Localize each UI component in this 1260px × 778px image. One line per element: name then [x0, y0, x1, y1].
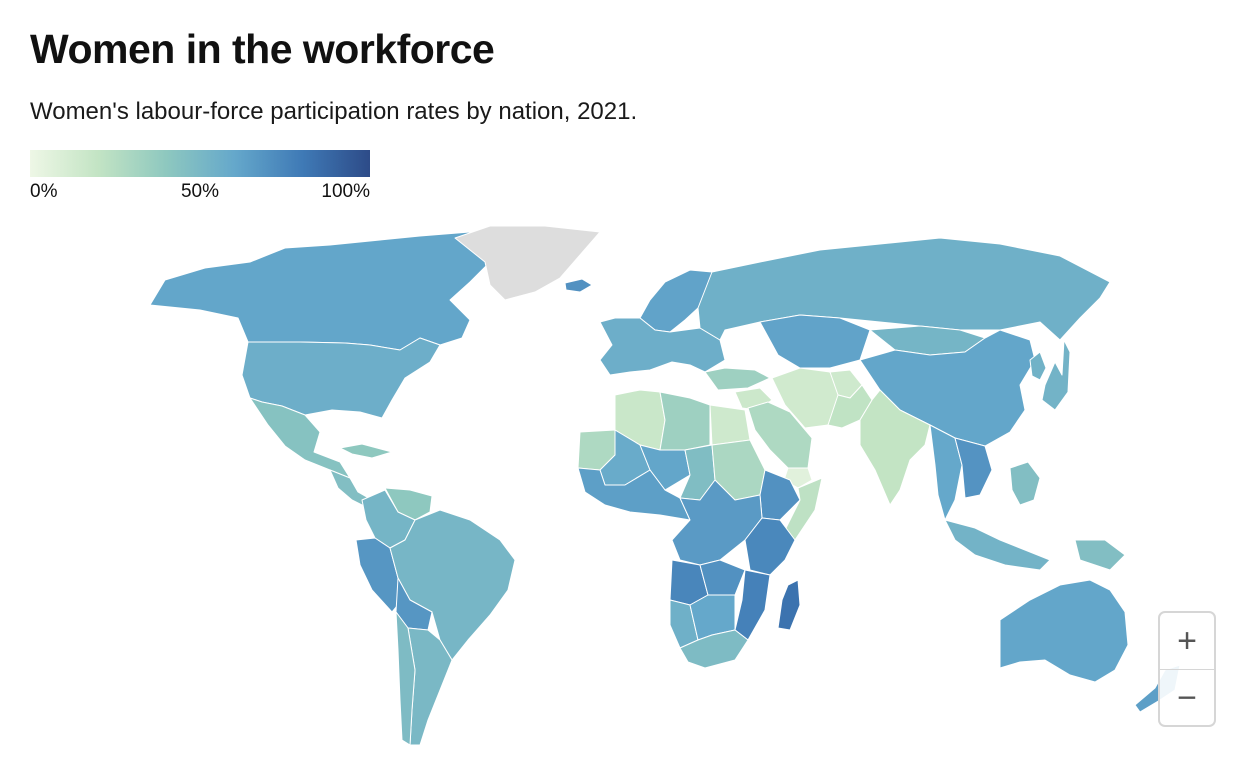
legend-tick-100: 100%	[321, 181, 370, 202]
region-russia[interactable]	[697, 237, 1111, 341]
legend-gradient-bar	[30, 150, 370, 177]
region-indonesia[interactable]	[944, 519, 1051, 571]
region-korea[interactable]	[1029, 351, 1047, 381]
region-india[interactable]	[859, 389, 931, 506]
legend-tick-0: 0%	[30, 181, 58, 202]
map-title: Women in the workforce	[30, 26, 495, 72]
region-brazil[interactable]	[389, 509, 516, 661]
zoom-control: + −	[1158, 611, 1216, 727]
region-zambia[interactable]	[699, 559, 746, 596]
region-japan[interactable]	[1041, 339, 1071, 411]
map-subtitle: Women's labour-force participation rates…	[30, 98, 638, 125]
region-cuba[interactable]	[339, 443, 393, 459]
minus-icon: −	[1177, 678, 1197, 717]
region-libya[interactable]	[659, 391, 711, 451]
region-south-africa[interactable]	[679, 629, 749, 669]
region-greenland[interactable]	[454, 225, 601, 301]
zoom-in-button[interactable]: +	[1160, 613, 1214, 669]
color-legend: 0% 50% 100%	[30, 150, 370, 210]
zoom-out-button[interactable]: −	[1160, 670, 1214, 726]
region-east-africa[interactable]	[744, 517, 796, 576]
zoom-divider	[1160, 669, 1214, 670]
region-egypt[interactable]	[709, 404, 751, 446]
region-mexico[interactable]	[249, 397, 351, 479]
region-philippines[interactable]	[1009, 461, 1041, 506]
region-madagascar[interactable]	[777, 579, 801, 631]
plus-icon: +	[1177, 621, 1197, 660]
region-chile[interactable]	[395, 611, 416, 746]
region-papua-new-guinea[interactable]	[1074, 539, 1126, 571]
region-canada[interactable]	[149, 231, 501, 351]
region-iceland[interactable]	[564, 278, 593, 293]
region-australia[interactable]	[999, 579, 1129, 683]
region-kazakhstan[interactable]	[759, 314, 871, 369]
region-vietnam[interactable]	[954, 437, 993, 499]
legend-tick-50: 50%	[180, 181, 220, 202]
region-turkey[interactable]	[704, 367, 771, 391]
